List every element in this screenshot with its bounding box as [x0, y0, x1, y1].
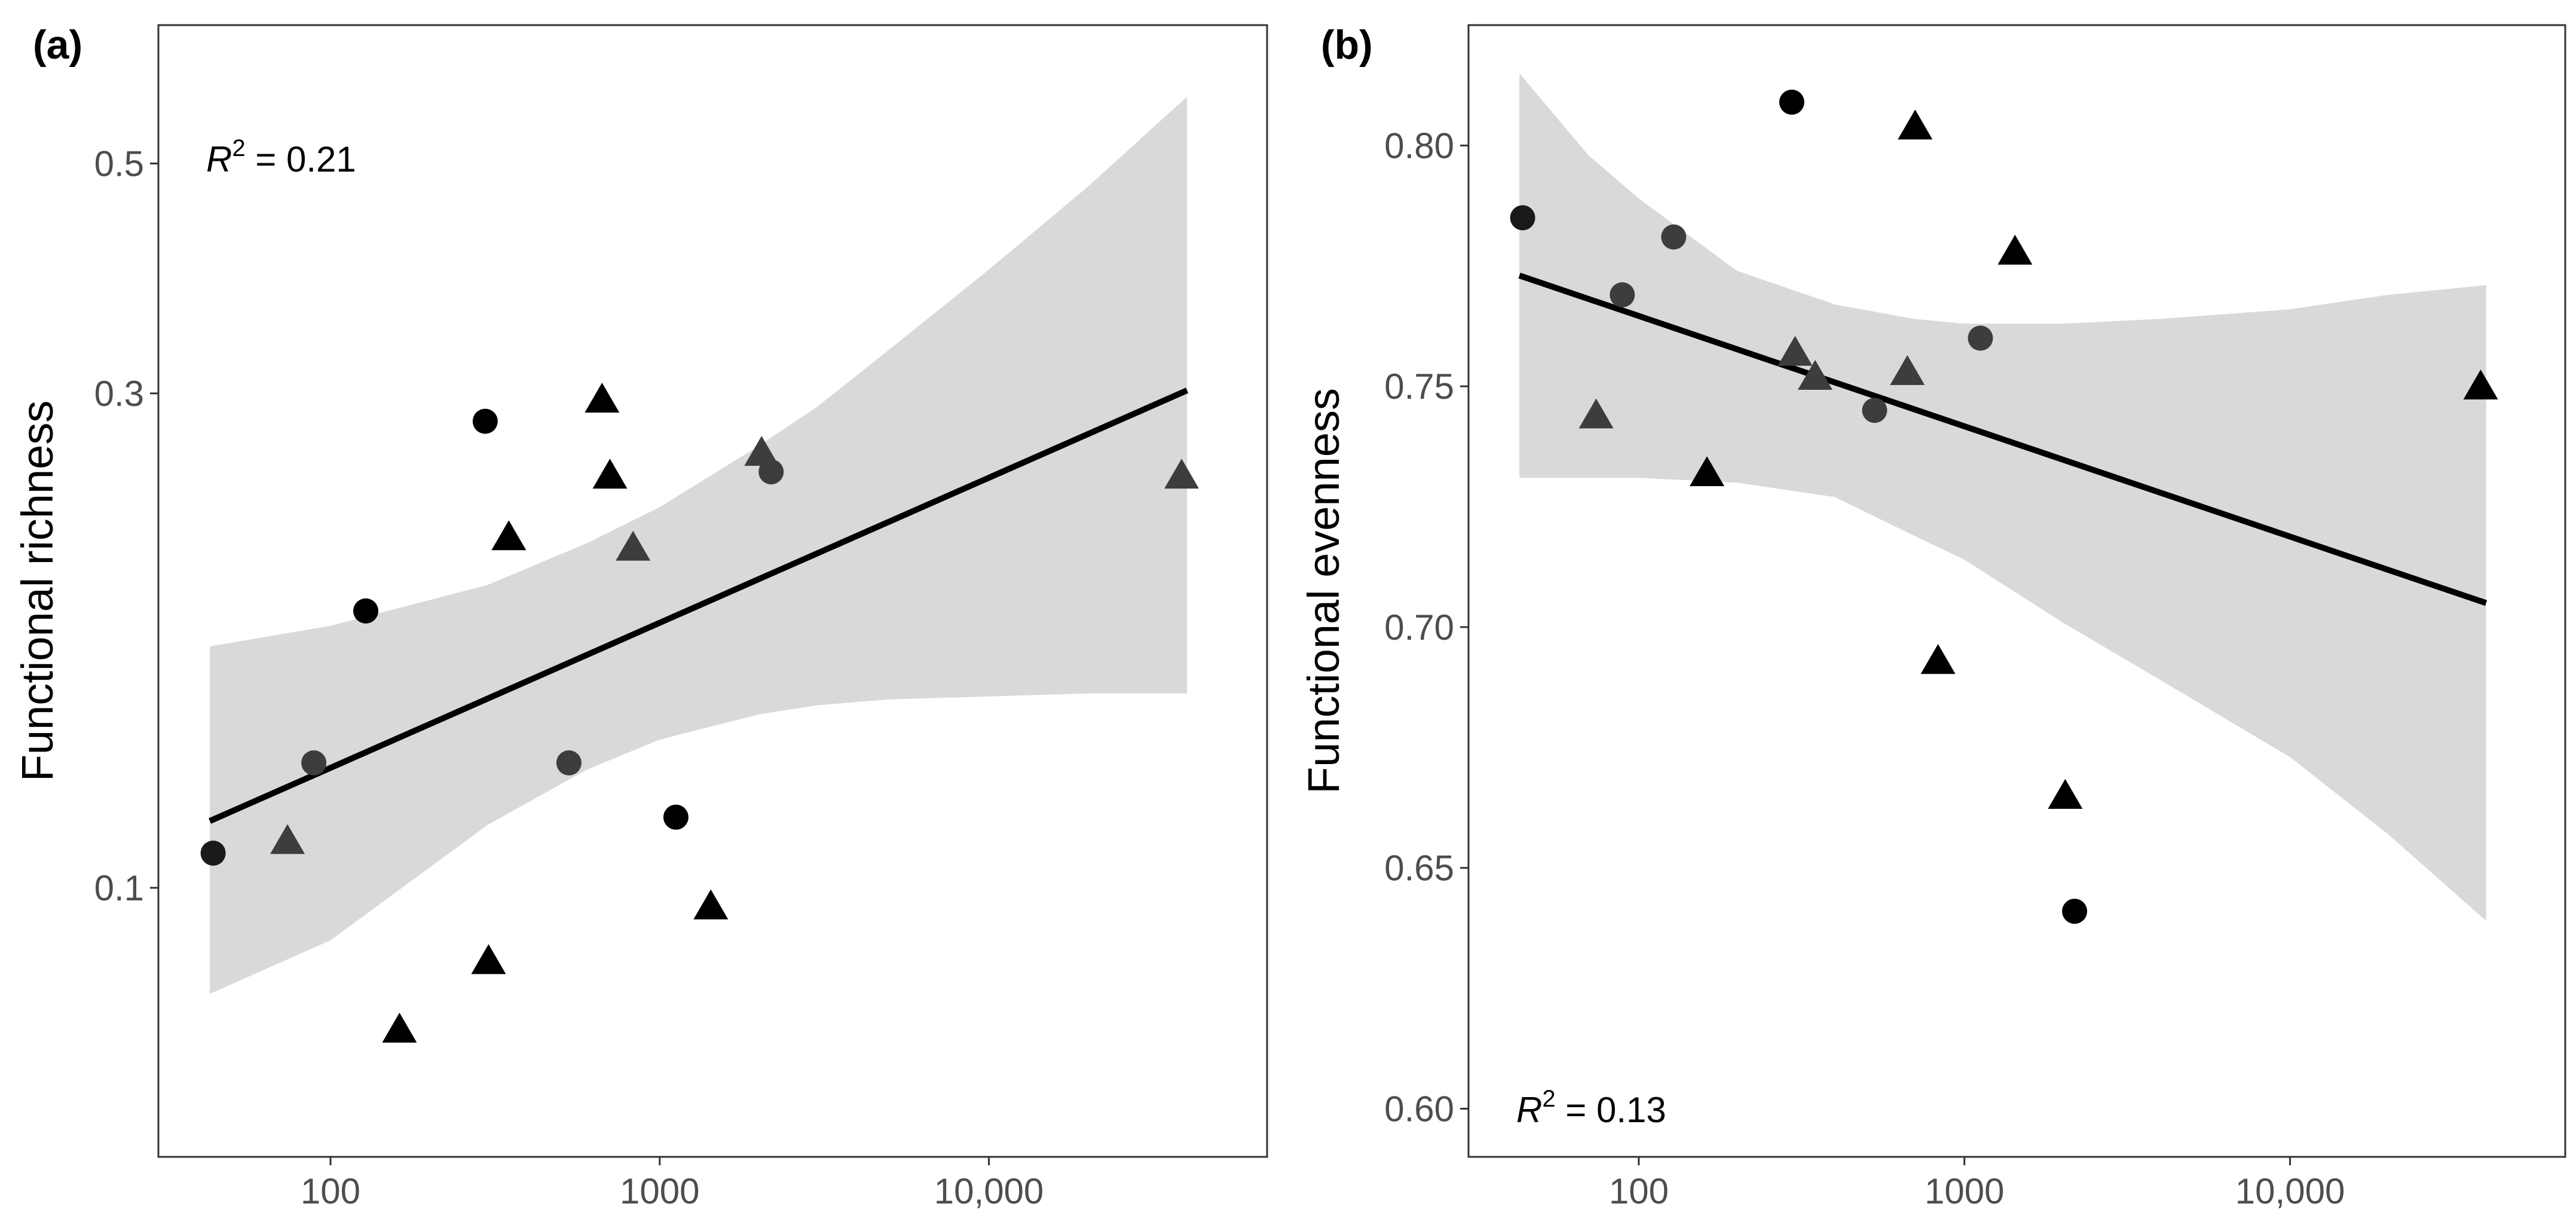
- y-tick-label: 0.3: [94, 374, 144, 414]
- data-point-triangle: [1798, 360, 1832, 390]
- data-point-triangle: [2463, 369, 2498, 400]
- data-point-triangle: [270, 824, 305, 854]
- data-point-triangle: [1164, 459, 1199, 489]
- y-tick-label: 0.1: [94, 868, 144, 908]
- data-point-circle: [200, 841, 226, 866]
- y-tick-label: 0.65: [1384, 848, 1454, 888]
- y-tick-label: 0.80: [1384, 126, 1454, 166]
- data-point-triangle: [471, 944, 506, 975]
- x-tick-label: 100: [301, 1171, 360, 1211]
- y-tick-label: 0.5: [94, 143, 144, 184]
- x-tick-label: 10,000: [934, 1171, 1044, 1211]
- y-axis-title: Functional evenness: [1299, 388, 1348, 794]
- data-point-circle: [353, 598, 378, 624]
- data-point-circle: [2062, 899, 2088, 924]
- data-point-triangle: [382, 1012, 417, 1043]
- data-point-circle: [1661, 224, 1687, 250]
- x-tick-label: 100: [1609, 1171, 1669, 1211]
- r-squared-exponent: 2: [1542, 1086, 1555, 1112]
- y-axis-title: Functional richness: [13, 401, 62, 782]
- data-point-circle: [1862, 398, 1887, 423]
- data-point-triangle: [616, 530, 651, 561]
- x-tick-label: 1000: [620, 1171, 699, 1211]
- r-squared-annotation: R2 = 0.21: [206, 135, 356, 179]
- data-point-circle: [556, 750, 582, 775]
- data-point-circle: [1510, 205, 1535, 231]
- data-point-triangle: [592, 459, 628, 489]
- panel-label: (b): [1321, 22, 1373, 68]
- r-squared-exponent: 2: [232, 135, 245, 161]
- data-point-triangle: [1898, 109, 1933, 140]
- data-point-triangle: [1777, 335, 1813, 366]
- confidence-band: [210, 96, 1188, 994]
- r-squared-value: = 0.13: [1556, 1090, 1666, 1130]
- r-squared-annotation: R2 = 0.13: [1516, 1086, 1666, 1130]
- plot-frame: [1467, 24, 2566, 1158]
- x-tick-label: 1000: [1925, 1171, 2004, 1211]
- plot-frame: [157, 24, 1268, 1158]
- data-point-triangle: [744, 436, 779, 466]
- regression-line: [209, 387, 1189, 824]
- data-point-triangle: [1578, 398, 1614, 429]
- r-squared-symbol: R: [206, 139, 232, 179]
- data-point-circle: [301, 750, 327, 775]
- data-point-triangle: [491, 520, 527, 551]
- y-tick-label: 0.75: [1384, 366, 1454, 407]
- data-point-triangle: [1890, 355, 1925, 385]
- regression-line: [1518, 273, 2488, 606]
- data-point-circle: [663, 804, 689, 830]
- data-point-circle: [1968, 325, 1993, 351]
- confidence-band: [1519, 73, 2486, 921]
- data-point-circle: [1610, 282, 1635, 308]
- data-point-triangle: [585, 383, 620, 413]
- data-point-triangle: [2048, 778, 2083, 809]
- panel-a: 100 1000 10,000 0.1 0.3 0.5 Functional richnes…: [13, 22, 1268, 1211]
- r-squared-value: = 0.21: [246, 139, 356, 179]
- y-tick-label: 0.70: [1384, 607, 1454, 647]
- panel-b: 100 1000 10,000 0.60 0.65 0.70 0.75 0.80 Functio…: [1299, 22, 2566, 1211]
- data-point-circle: [1779, 89, 1804, 115]
- panel-label: (a): [33, 22, 82, 68]
- x-tick-label: 10,000: [2235, 1171, 2345, 1211]
- data-point-circle: [472, 408, 498, 434]
- y-tick-label: 0.60: [1384, 1089, 1454, 1129]
- r-squared-symbol: R: [1516, 1090, 1542, 1130]
- data-point-triangle: [1690, 456, 1724, 487]
- data-point-triangle: [1997, 234, 2033, 265]
- data-point-triangle: [1920, 644, 1956, 674]
- data-point-triangle: [693, 889, 729, 920]
